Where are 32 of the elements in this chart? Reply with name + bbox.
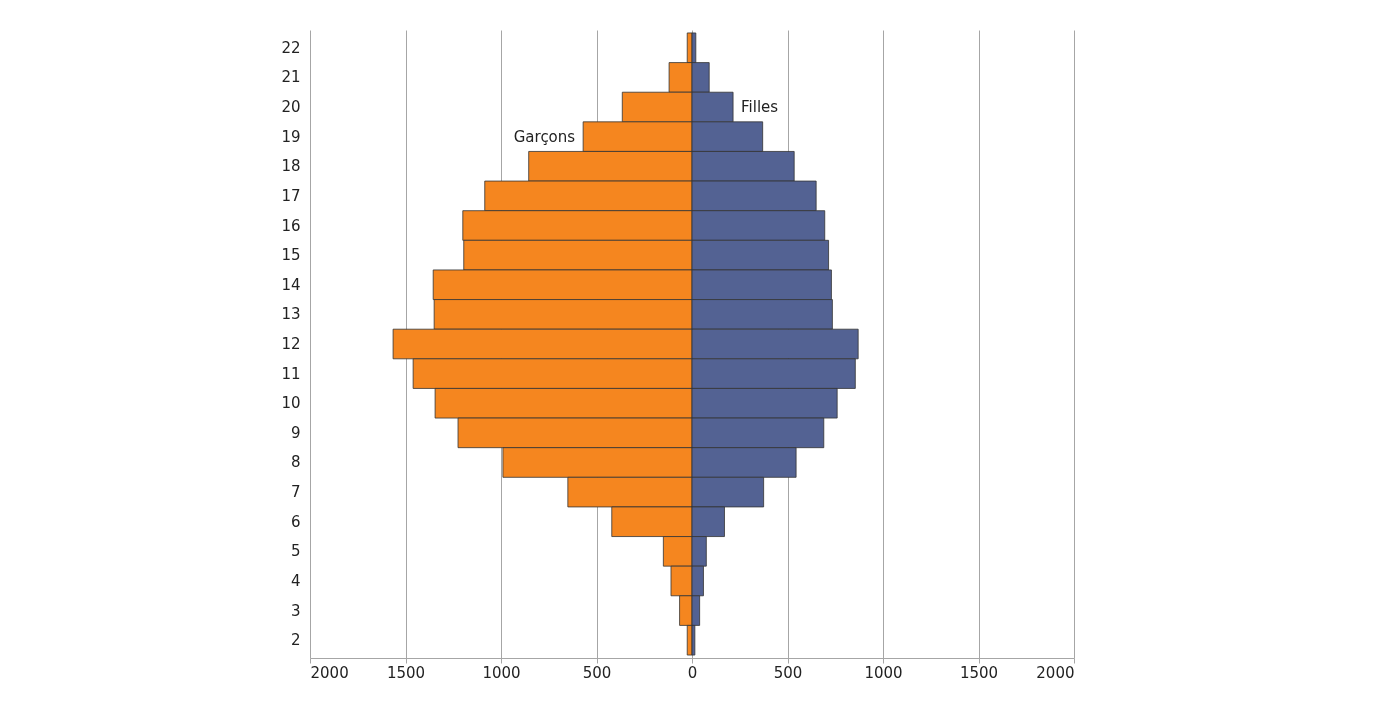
x-tick-label: 1500 — [386, 663, 426, 682]
x-tick-label: 0 — [687, 663, 698, 682]
y-tick-label: 2 — [290, 631, 301, 650]
y-tick-label: 9 — [290, 423, 301, 442]
x-tick-label: 1000 — [482, 663, 521, 682]
y-tick-label: 6 — [290, 512, 301, 531]
y-tick-label: 5 — [290, 542, 301, 561]
y-tick-label: 22 — [281, 38, 301, 57]
x-tick-label: 2000 — [310, 663, 349, 682]
y-tick-label: 4 — [290, 571, 301, 590]
y-tick-label: 21 — [281, 68, 301, 87]
y-tick-label: 14 — [281, 275, 301, 294]
x-tick-label: 1500 — [959, 663, 999, 682]
y-tick-label: 7 — [290, 483, 301, 502]
x-tick-label: 1000 — [864, 663, 903, 682]
x-tick-label: 500 — [582, 663, 612, 682]
y-tick-label: 3 — [290, 601, 301, 620]
y-tick-label: 12 — [281, 335, 301, 353]
y-tick-label: 10 — [281, 394, 301, 413]
series-label: Garçons — [513, 127, 576, 146]
y-tick-label: 15 — [281, 246, 301, 265]
y-tick-label: 8 — [290, 453, 301, 472]
y-tick-label: 20 — [281, 98, 301, 117]
y-tick-label: 13 — [281, 305, 301, 324]
y-tick-label: 11 — [281, 364, 301, 383]
y-tick-label: 17 — [281, 186, 301, 205]
y-tick-label: 19 — [281, 127, 301, 146]
y-tick-label: 16 — [281, 216, 301, 235]
x-tick-label: 2000 — [1036, 663, 1075, 682]
x-tick-label: 500 — [773, 663, 803, 682]
series-label: Filles — [741, 98, 779, 117]
y-tick-label: 18 — [281, 157, 301, 176]
